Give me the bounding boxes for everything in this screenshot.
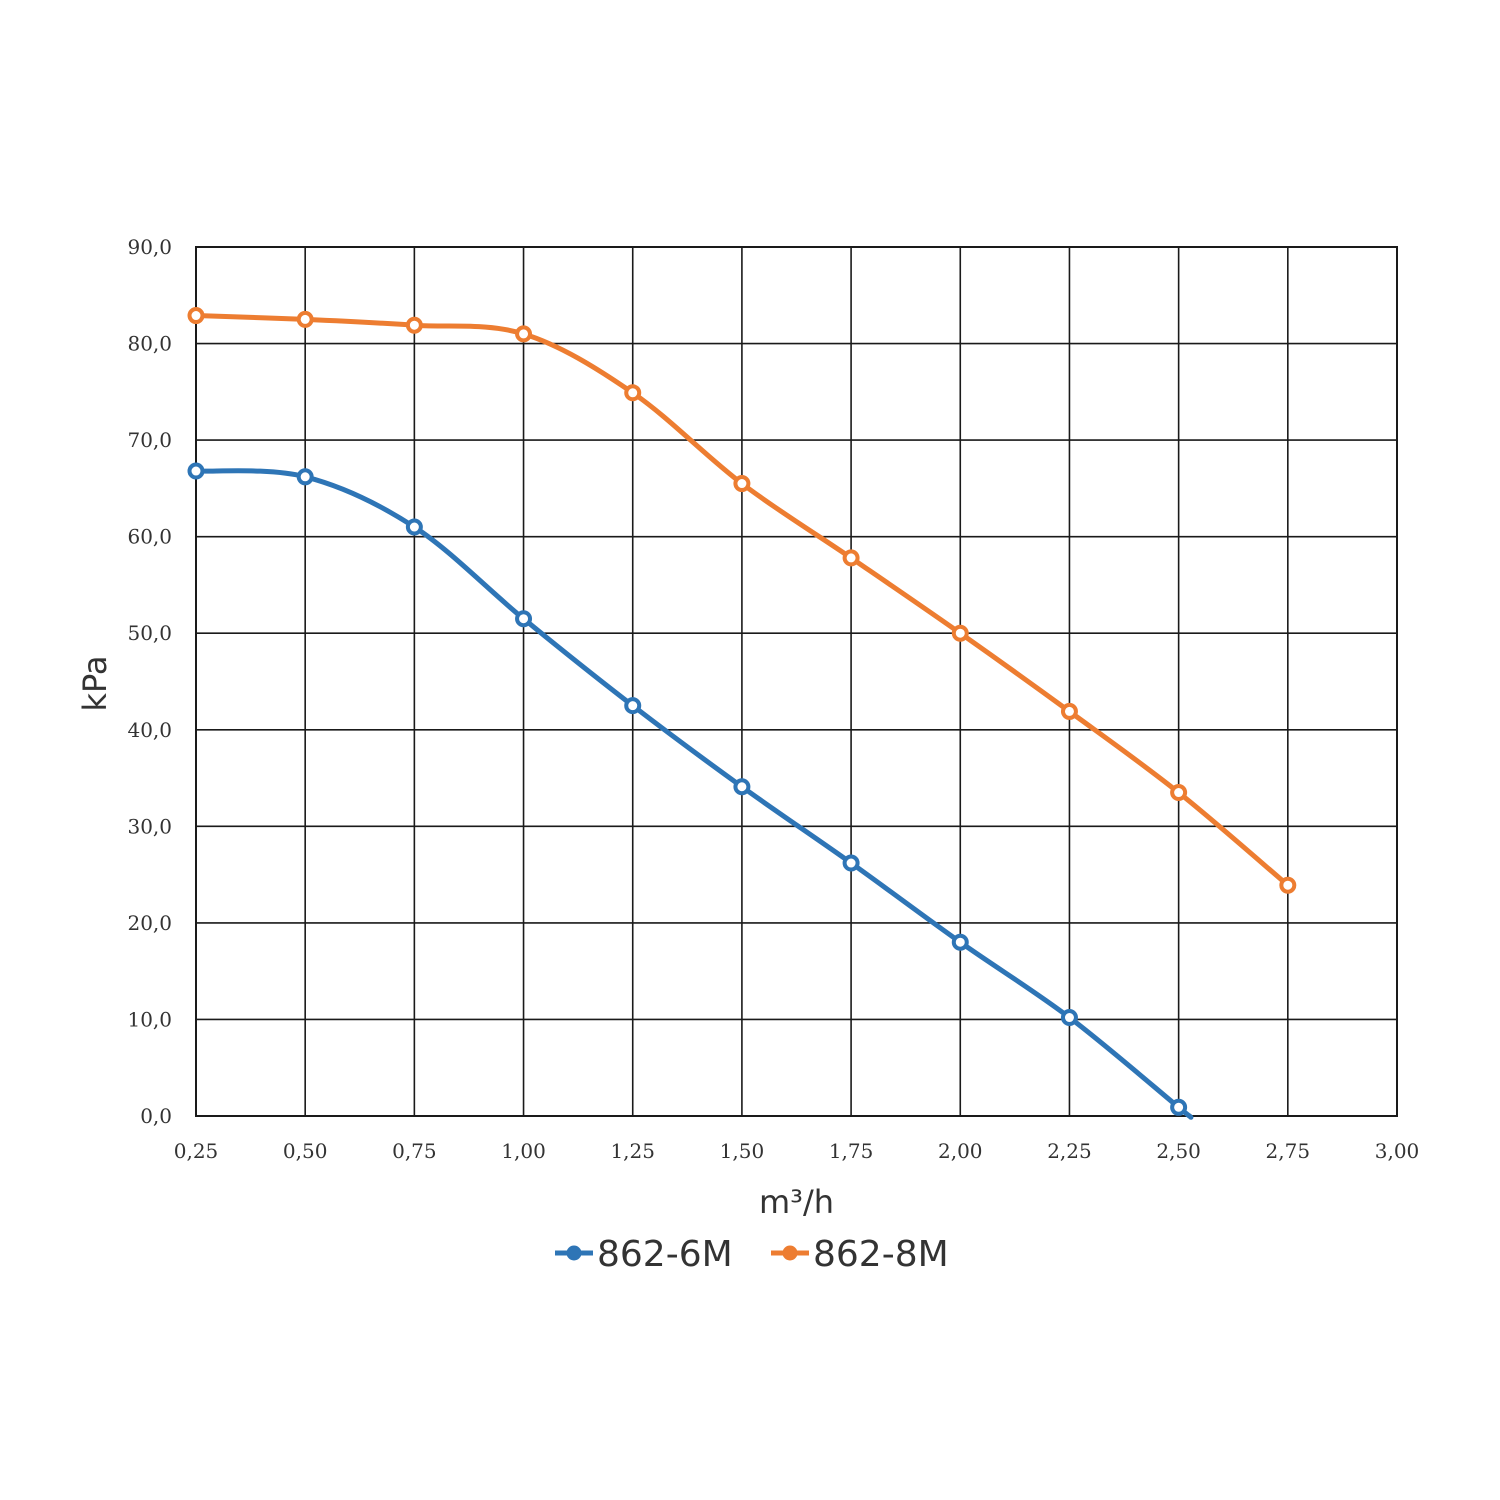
y-tick-label: 60,0 bbox=[127, 525, 172, 549]
y-tick-label: 80,0 bbox=[127, 332, 172, 356]
data-point-862-6m bbox=[1170, 1098, 1188, 1116]
data-point-862-8m bbox=[187, 307, 205, 325]
x-tick-label: 0,75 bbox=[392, 1139, 437, 1163]
series-lines bbox=[187, 307, 1297, 1120]
data-point-862-6m bbox=[624, 697, 642, 715]
x-axis-title: m³/h bbox=[759, 1183, 834, 1221]
data-point-862-6m bbox=[515, 610, 533, 628]
x-tick-label: 2,50 bbox=[1156, 1139, 1201, 1163]
data-point-862-6m bbox=[405, 518, 423, 536]
series-862-8m bbox=[187, 307, 1297, 894]
y-tick-label: 30,0 bbox=[127, 814, 172, 838]
plot-frame bbox=[195, 246, 1398, 1117]
legend-swatch-marker bbox=[782, 1245, 798, 1261]
data-point-862-6m bbox=[1060, 1009, 1078, 1027]
legend: 862-6M 862-8M bbox=[555, 1234, 949, 1275]
data-point-862-8m bbox=[951, 624, 969, 642]
x-tick-label: 2,00 bbox=[938, 1139, 983, 1163]
data-point-862-8m bbox=[733, 475, 751, 493]
data-point-862-8m bbox=[405, 316, 423, 334]
data-point-862-8m bbox=[296, 310, 314, 328]
data-point-862-8m bbox=[624, 384, 642, 402]
data-point-862-8m bbox=[1279, 876, 1297, 894]
legend-swatch-marker bbox=[566, 1245, 582, 1261]
legend-label: 862-6M bbox=[597, 1234, 733, 1275]
series-862-6m bbox=[187, 462, 1194, 1120]
data-point-862-8m bbox=[1170, 784, 1188, 802]
legend-label: 862-8M bbox=[813, 1234, 949, 1275]
x-tick-label: 1,75 bbox=[829, 1139, 874, 1163]
y-tick-label: 20,0 bbox=[127, 911, 172, 935]
x-tick-label: 2,25 bbox=[1047, 1139, 1092, 1163]
y-axis-title: kPa bbox=[76, 656, 114, 712]
data-point-862-8m bbox=[1060, 702, 1078, 720]
data-point-862-8m bbox=[515, 325, 533, 343]
x-tick-label: 1,00 bbox=[501, 1139, 546, 1163]
y-tick-label: 10,0 bbox=[127, 1007, 172, 1031]
data-point-862-6m bbox=[187, 462, 205, 480]
tick-labels: 0,0 10,0 20,0 30,0 40,0 50,0 60,0 70,0 80,0 90,0 0… bbox=[127, 235, 1419, 1163]
x-tick-label: 1,50 bbox=[720, 1139, 765, 1163]
data-point-862-8m bbox=[842, 549, 860, 567]
y-tick-label: 50,0 bbox=[127, 621, 172, 645]
y-tick-label: 90,0 bbox=[127, 235, 172, 259]
x-tick-label: 3,00 bbox=[1375, 1139, 1420, 1163]
y-tick-label: 40,0 bbox=[127, 718, 172, 742]
y-tick-label: 70,0 bbox=[127, 428, 172, 452]
x-tick-label: 2,75 bbox=[1266, 1139, 1311, 1163]
x-tick-label: 1,25 bbox=[610, 1139, 655, 1163]
legend-item-862-8m: 862-8M bbox=[771, 1234, 949, 1275]
data-point-862-6m bbox=[296, 468, 314, 486]
y-tick-label: 0,0 bbox=[140, 1104, 172, 1128]
x-tick-label: 0,25 bbox=[174, 1139, 219, 1163]
data-point-862-6m bbox=[951, 933, 969, 951]
legend-item-862-6m: 862-6M bbox=[555, 1234, 733, 1275]
data-point-862-6m bbox=[733, 778, 751, 796]
x-tick-label: 0,50 bbox=[283, 1139, 328, 1163]
data-point-862-6m bbox=[842, 854, 860, 872]
